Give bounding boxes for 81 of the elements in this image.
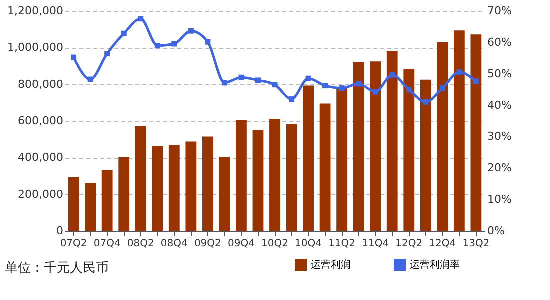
bar	[152, 146, 164, 231]
bar	[68, 177, 80, 231]
x-tick-label: 09Q4	[228, 238, 255, 250]
y2-tick-label: 60%	[488, 36, 512, 49]
point	[423, 99, 429, 105]
point	[138, 16, 144, 22]
y-tick-label: 1,200,000	[8, 4, 64, 18]
bar	[454, 30, 465, 231]
x-tick-label: 09Q2	[194, 238, 222, 250]
point	[473, 78, 479, 84]
bar	[186, 142, 197, 231]
point	[406, 87, 412, 93]
x-tick-label: 12Q4	[429, 238, 456, 250]
point	[104, 51, 110, 56]
bar	[437, 42, 448, 231]
bar	[85, 183, 96, 231]
x-tick-label: 10Q2	[262, 238, 288, 250]
bar	[336, 88, 348, 231]
point	[272, 82, 278, 88]
y2-tick-label: 10%	[488, 193, 512, 206]
legend-label: 运营利润	[311, 259, 351, 271]
bar	[353, 62, 364, 231]
bar	[303, 86, 314, 231]
y-tick-label: 600,000	[18, 114, 64, 128]
y2-tick-label: 50%	[488, 67, 512, 80]
point	[222, 80, 228, 86]
bar	[236, 120, 247, 231]
point	[172, 41, 178, 47]
y-tick-label: 800,000	[18, 78, 64, 91]
point	[154, 43, 160, 49]
y2-tick-label: 20%	[488, 162, 512, 175]
y-tick-label: 0	[56, 224, 64, 238]
bar	[270, 119, 280, 231]
x-tick-label: 12Q2	[396, 238, 423, 250]
x-tick-label: 10Q4	[295, 238, 322, 250]
bar	[470, 34, 482, 231]
point	[255, 78, 261, 84]
y-tick-label: 400,000	[18, 151, 64, 164]
y-tick-label: 200,000	[18, 188, 64, 201]
bar	[118, 157, 130, 231]
bar	[286, 124, 298, 231]
x-tick-label: 08Q4	[160, 238, 188, 250]
point	[390, 72, 396, 78]
point	[205, 39, 211, 45]
point	[339, 86, 345, 92]
bar	[135, 126, 146, 231]
point	[456, 70, 462, 76]
x-tick-label: 13Q2	[462, 238, 490, 250]
y2-tick-label: 70%	[488, 4, 512, 18]
x-tick-label: 11Q2	[328, 238, 356, 250]
text: 单位：千元人民币	[5, 261, 109, 276]
x-tick-label: 08Q2	[127, 238, 154, 250]
x-tick-label: 11Q4	[362, 238, 390, 250]
point	[372, 89, 378, 95]
point	[238, 74, 244, 80]
point	[88, 76, 94, 82]
point	[356, 81, 362, 87]
legend-label: 运营利润率	[410, 259, 460, 271]
bar	[386, 52, 398, 231]
point	[71, 54, 77, 60]
bar	[404, 69, 415, 231]
bar	[168, 145, 180, 231]
x-tick-label: 07Q2	[60, 238, 88, 250]
bar	[370, 62, 382, 231]
y-tick-label: 1,000,000	[8, 41, 64, 54]
point	[322, 83, 328, 89]
point	[306, 76, 312, 82]
y2-tick-label: 40%	[488, 98, 512, 112]
bar	[202, 136, 214, 231]
bar	[102, 170, 113, 231]
point	[121, 30, 127, 36]
point	[188, 28, 194, 34]
y2-tick-label: 30%	[488, 130, 512, 144]
y2-tick-label: 0%	[488, 224, 505, 238]
point	[440, 86, 446, 92]
bar	[252, 130, 264, 231]
bar	[420, 80, 432, 231]
bar	[219, 157, 230, 231]
bar	[320, 104, 331, 231]
x-tick-label: 07Q4	[94, 238, 121, 250]
point	[289, 96, 295, 102]
